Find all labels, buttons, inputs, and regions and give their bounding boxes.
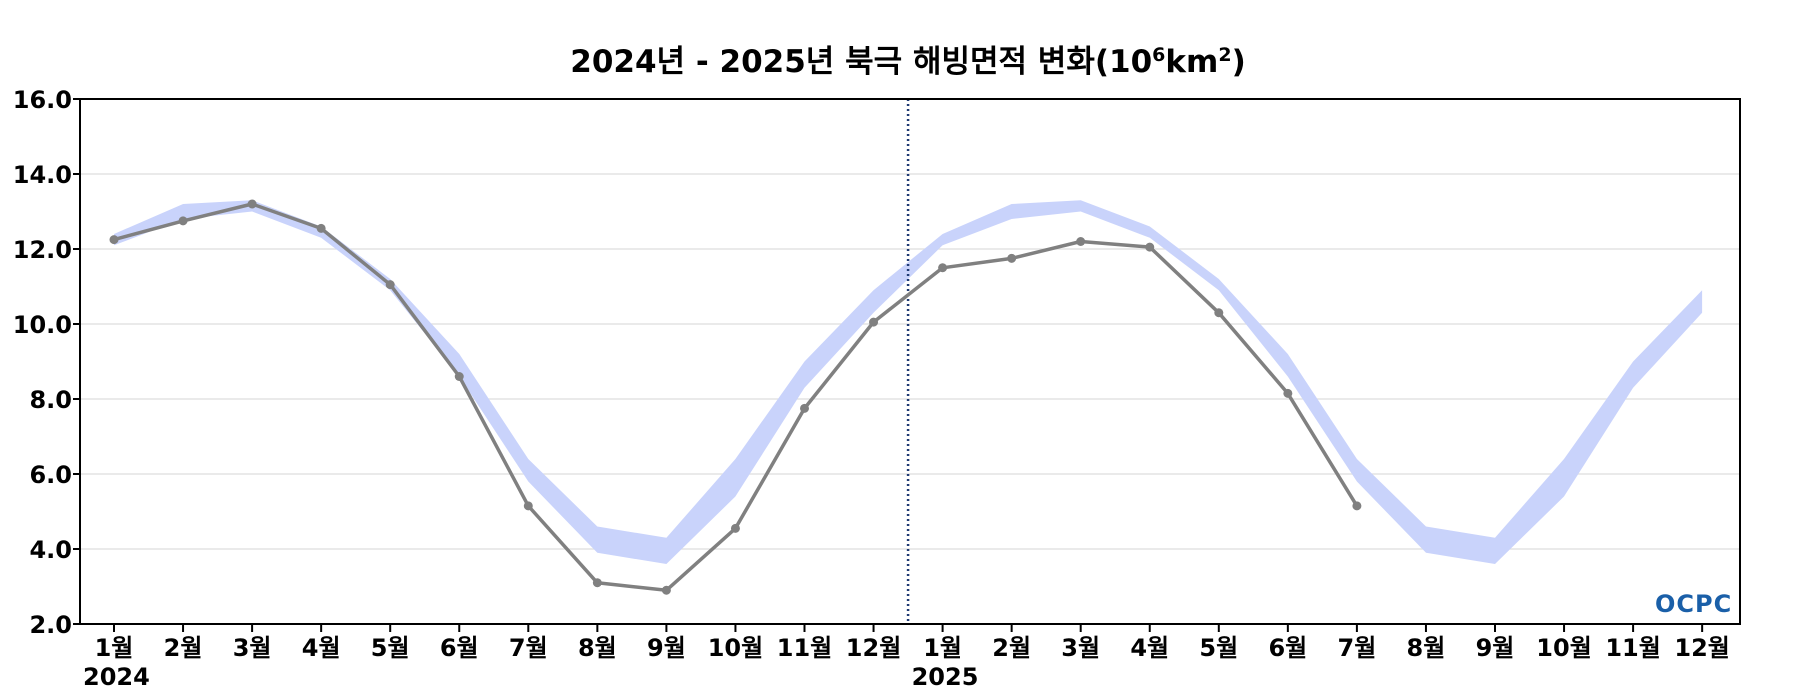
y-axis-ticks: 2.0 4.0 6.0 8.0 10.0 12.0 14.0 16.0 <box>13 86 80 639</box>
chart-title: 2024년 - 2025년 북극 해빙면적 변화(106km2) <box>570 44 1245 80</box>
y-tick-label: 10.0 <box>13 311 72 339</box>
x-tick-label: 7월 <box>1338 634 1377 662</box>
x-tick-label: 12월 <box>846 634 901 662</box>
data-point <box>454 372 464 381</box>
data-point <box>178 216 188 226</box>
x-tick-label: 1월 <box>95 634 134 662</box>
data-point <box>938 263 948 273</box>
climatology-band <box>114 200 1703 565</box>
y-tick-label: 4.0 <box>29 536 72 564</box>
series-points-layer <box>109 199 1362 595</box>
x-tick-label: 5월 <box>371 634 410 662</box>
x-tick-label: 8월 <box>1407 634 1446 662</box>
data-point <box>1145 242 1155 252</box>
data-point <box>385 280 395 290</box>
ocpc-logo: OCPC <box>1655 590 1733 618</box>
data-point <box>730 523 740 533</box>
x-tick-label: 9월 <box>647 634 686 662</box>
year-label: 2025 <box>912 663 979 691</box>
x-tick-label: 5월 <box>1199 634 1238 662</box>
x-axis-ticks: 1월 2월 3월 4월 5월 6월 7월 8월 9월 10월 11월 12월 1월 2월 3월 4월 5월 6월 7… <box>83 624 1730 691</box>
x-tick-label: 9월 <box>1476 634 1515 662</box>
y-tick-label: 16.0 <box>13 86 72 114</box>
y-tick-label: 6.0 <box>29 461 72 489</box>
climatology-band-layer <box>114 200 1703 565</box>
x-tick-label: 10월 <box>708 634 763 662</box>
plot-frame <box>79 98 1741 625</box>
x-tick-label: 8월 <box>578 634 617 662</box>
x-tick-label: 4월 <box>1130 634 1169 662</box>
x-tick-label: 6월 <box>1268 634 1307 662</box>
y-tick-label: 2.0 <box>29 611 72 639</box>
data-point <box>247 199 257 209</box>
data-point <box>1352 501 1362 511</box>
gridlines <box>80 173 1740 550</box>
x-tick-label: 11월 <box>777 634 832 662</box>
x-tick-label: 2월 <box>992 634 1031 662</box>
x-tick-label: 12월 <box>1674 634 1729 662</box>
data-point <box>109 235 119 245</box>
x-tick-label: 6월 <box>440 634 479 662</box>
data-point <box>316 223 326 233</box>
x-tick-label: 3월 <box>233 634 272 662</box>
x-tick-label: 4월 <box>302 634 341 662</box>
x-tick-label: 10월 <box>1536 634 1591 662</box>
data-point <box>1283 388 1293 398</box>
data-point <box>800 403 809 413</box>
year-label: 2024 <box>83 663 150 691</box>
x-tick-label: 3월 <box>1061 634 1100 662</box>
data-point <box>1076 237 1086 246</box>
data-point <box>869 317 879 327</box>
y-tick-label: 8.0 <box>29 386 72 414</box>
x-tick-label: 11월 <box>1605 634 1660 662</box>
x-tick-label: 1월 <box>923 634 962 662</box>
x-tick-label: 7월 <box>509 634 548 662</box>
data-point <box>661 585 671 595</box>
x-tick-label: 2월 <box>164 634 203 662</box>
data-point <box>592 578 602 588</box>
data-point <box>1007 253 1017 263</box>
data-point <box>1214 308 1224 318</box>
data-point <box>523 501 533 511</box>
y-tick-label: 12.0 <box>13 236 72 264</box>
y-tick-label: 14.0 <box>13 161 72 189</box>
